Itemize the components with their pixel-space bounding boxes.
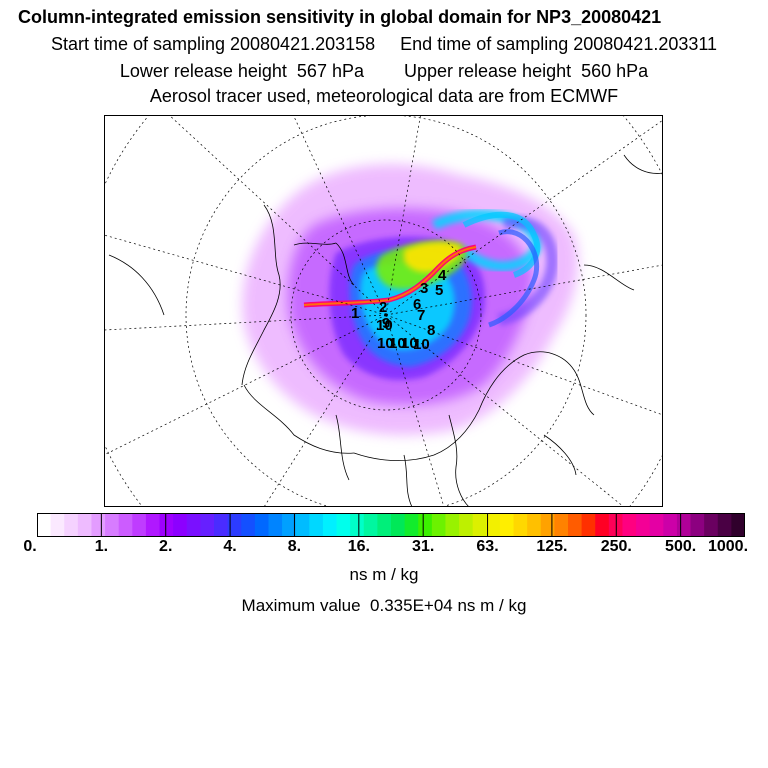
colorbar-swatch xyxy=(445,513,460,537)
coastlines xyxy=(108,154,663,507)
tracer-info-line: Aerosol tracer used, meteorological data… xyxy=(149,86,619,106)
colorbar-swatch xyxy=(499,513,515,537)
point-label: 2 xyxy=(379,299,387,316)
release-point-labels: 1 2 3 4 5 6 7 8 9 10 10 10 10 10 xyxy=(351,267,447,353)
colorbar-swatch xyxy=(295,513,310,537)
colorbar-swatch xyxy=(336,513,351,537)
point-label: 6 xyxy=(413,296,421,313)
plot-title: Column-integrated emission sensitivity i… xyxy=(18,7,662,27)
colorbar-frame xyxy=(37,513,745,537)
colorbar-swatch xyxy=(64,513,79,537)
colorbar-swatch xyxy=(676,513,692,537)
colorbar-tick-labels: 0. 1. 2. 4. 8. 16. 31. 63. 125. 250. 500. 1000. xyxy=(0,538,768,558)
colorbar-tick-label: 500. xyxy=(665,538,697,555)
point-label: 10 xyxy=(401,335,418,352)
colorbar-swatch xyxy=(649,513,664,537)
colorbar-swatch xyxy=(459,513,474,537)
colorbar-swatch xyxy=(581,513,596,537)
colorbar-swatch xyxy=(350,513,365,537)
colorbar-swatch xyxy=(622,513,637,537)
colorbar-swatch xyxy=(118,513,133,537)
colorbar-swatch xyxy=(704,513,719,537)
colorbar-tick-label: 31. xyxy=(412,538,435,555)
colorbar-swatch xyxy=(37,513,52,537)
colorbar-units: ns m / kg xyxy=(349,565,419,584)
colorbar-swatch xyxy=(200,513,215,537)
colorbar-swatch xyxy=(568,513,583,537)
colorbar-swatch xyxy=(472,513,487,537)
colorbar-swatch xyxy=(431,513,447,537)
colorbar-tick-label: 1. xyxy=(94,538,109,555)
colorbar-swatch xyxy=(636,513,651,537)
colorbar-tick-label: 250. xyxy=(600,538,632,555)
point-label: 10 xyxy=(413,336,430,353)
colorbar xyxy=(37,513,745,537)
point-label: 4 xyxy=(438,267,447,284)
colorbar-swatch xyxy=(159,513,174,537)
sampling-time-line: Start time of sampling 20080421.203158 E… xyxy=(50,34,718,54)
colorbar-tick-label: 8. xyxy=(287,538,302,555)
colorbar-swatch xyxy=(690,513,705,537)
sensitivity-field xyxy=(242,164,578,435)
colorbar-swatch xyxy=(91,513,106,537)
colorbar-swatch xyxy=(731,513,745,537)
colorbar-tick-label: 2. xyxy=(159,538,173,555)
colorbar-swatch xyxy=(282,513,297,537)
colorbar-swatch xyxy=(595,513,610,537)
point-label: 10 xyxy=(377,335,394,352)
colorbar-swatch xyxy=(554,513,569,537)
colorbar-swatch xyxy=(309,513,324,537)
colorbar-swatch xyxy=(418,513,433,537)
colorbar-swatch xyxy=(254,513,270,537)
colorbar-swatch xyxy=(227,513,242,537)
colorbar-tick-label: 4. xyxy=(223,538,237,555)
colorbar-swatch xyxy=(268,513,283,537)
map-frame xyxy=(104,115,663,507)
colorbar-swatch xyxy=(186,513,201,537)
colorbar-swatch xyxy=(50,513,65,537)
colorbar-swatch xyxy=(540,513,555,537)
colorbar-swatch xyxy=(391,513,406,537)
colorbar-swatch xyxy=(717,513,732,537)
point-label: 5 xyxy=(435,282,443,299)
point-label: 9 xyxy=(382,315,390,332)
colorbar-swatch xyxy=(527,513,542,537)
colorbar-swatch xyxy=(404,513,419,537)
release-height-line: Lower release height 567 hPa Upper relea… xyxy=(119,61,649,81)
colorbar-swatch xyxy=(241,513,256,537)
colorbar-swatch xyxy=(214,513,229,537)
colorbar-swatch xyxy=(132,513,147,537)
colorbar-tick-label: 0. xyxy=(23,538,37,555)
colorbar-swatch xyxy=(173,513,188,537)
emission-sensitivity-map: 1 2 3 4 5 6 7 8 9 10 10 10 10 10 xyxy=(104,115,663,507)
point-label: 7 xyxy=(417,307,425,324)
maximum-value-line: Maximum value 0.335E+04 ns m / kg xyxy=(241,596,527,615)
colorbar-tick-label: 1000. xyxy=(707,538,749,555)
colorbar-swatch xyxy=(513,513,528,537)
colorbar-tick-label: 125. xyxy=(536,538,568,555)
colorbar-swatch xyxy=(486,513,501,537)
colorbar-swatch xyxy=(105,513,120,537)
colorbar-swatch xyxy=(663,513,678,537)
point-label: 1 xyxy=(351,305,359,322)
point-label: 3 xyxy=(420,280,428,297)
colorbar-swatch xyxy=(77,513,93,537)
point-label: 8 xyxy=(427,322,435,339)
colorbar-tick-label: 16. xyxy=(347,538,370,555)
colorbar-tick-label: 63. xyxy=(476,538,499,555)
graticule xyxy=(104,115,663,507)
colorbar-swatch xyxy=(363,513,378,537)
colorbar-swatch xyxy=(322,513,338,537)
point-label: 10 xyxy=(389,335,406,352)
colorbar-swatch xyxy=(377,513,392,537)
colorbar-swatch xyxy=(145,513,161,537)
point-label: 10 xyxy=(376,317,393,334)
